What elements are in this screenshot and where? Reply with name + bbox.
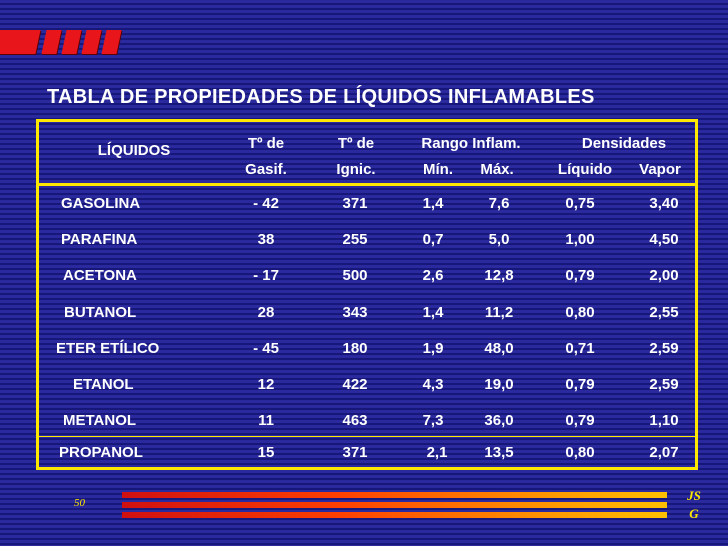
row-name: METANOL	[63, 412, 137, 429]
header-min: Mín.	[423, 161, 453, 178]
row-ignic-cell: 343	[342, 304, 368, 321]
row-liquido-cell: 1,00	[565, 231, 595, 248]
row-divider	[39, 436, 695, 437]
initials-line2: G	[689, 506, 699, 521]
row-vapor-cell: 1,10	[649, 412, 679, 429]
footer-bar-bottom	[122, 512, 667, 518]
row-ignic-cell: 463	[342, 412, 368, 429]
row-ignic-cell: 371	[342, 195, 368, 212]
row-gasif-cell: 11	[258, 412, 274, 429]
row-liquido-cell: 0,79	[565, 412, 595, 429]
page-number: 50	[74, 497, 85, 509]
row-max-cell: 11,2	[484, 304, 514, 321]
row-name: ETER ETÍLICO	[56, 340, 160, 357]
row-name: ETANOL	[73, 376, 134, 393]
row-name: GASOLINA	[61, 195, 141, 212]
header-ignic-line2: Ignic.	[336, 161, 376, 178]
row-gasif-cell: - 45	[253, 340, 279, 357]
row-ignic-cell: 500	[342, 267, 368, 284]
row-vapor-cell: 3,40	[649, 195, 679, 212]
header-divider	[39, 183, 695, 186]
header-vapor: Vapor	[639, 161, 681, 178]
footer-bar-middle	[122, 502, 667, 508]
row-vapor-cell: 2,07	[649, 444, 679, 461]
row-max-cell: 12,8	[484, 267, 514, 284]
row-gasif-cell: - 42	[253, 195, 279, 212]
row-liquido-cell: 0,79	[565, 376, 595, 393]
row-gasif-cell: 38	[257, 231, 275, 248]
row-gasif-cell: 28	[257, 304, 275, 321]
row-max-cell: 19,0	[484, 376, 514, 393]
header-max: Máx.	[480, 161, 514, 178]
row-ignic-cell: 255	[342, 231, 368, 248]
row-min-cell: 7,3	[422, 412, 444, 429]
row-liquido-cell: 0,75	[565, 195, 595, 212]
row-max-cell: 7,6	[488, 195, 510, 212]
row-min-cell: 2,6	[422, 267, 444, 284]
row-max-cell: 48,0	[484, 340, 514, 357]
initials-line1: JS	[687, 488, 701, 503]
logo-stripes	[0, 30, 122, 54]
row-min-cell: 1,4	[422, 304, 444, 321]
row-liquido-cell: 0,71	[565, 340, 595, 357]
header-densidades: Densidades	[581, 135, 667, 152]
row-liquido-cell: 0,80	[565, 444, 595, 461]
row-name: ACETONA	[63, 267, 137, 284]
row-min-cell: 1,9	[422, 340, 444, 357]
row-name: PARAFINA	[61, 231, 138, 248]
row-min-cell: 1,4	[422, 195, 444, 212]
header-liquido: Líquido	[557, 161, 613, 178]
row-max-cell: 13,5	[484, 444, 514, 461]
page-title: TABLA DE PROPIEDADES DE LÍQUIDOS INFLAMA…	[47, 86, 595, 108]
row-vapor-cell: 2,59	[649, 340, 679, 357]
row-liquido-cell: 0,79	[565, 267, 595, 284]
row-min-cell: 4,3	[422, 376, 444, 393]
row-gasif-cell: 12	[257, 376, 275, 393]
row-name: PROPANOL	[59, 444, 143, 461]
row-vapor-cell: 4,50	[649, 231, 679, 248]
row-min-cell: 0,7	[422, 231, 444, 248]
row-ignic-cell: 371	[342, 444, 368, 461]
row-vapor-cell: 2,00	[649, 267, 679, 284]
row-liquido-cell: 0,80	[565, 304, 595, 321]
row-vapor-cell: 2,55	[649, 304, 679, 321]
row-min-cell: 2,1	[426, 444, 448, 461]
row-name: BUTANOL	[64, 304, 137, 321]
row-gasif-cell: - 17	[253, 267, 279, 284]
header-rango: Rango Inflam.	[421, 135, 521, 152]
row-max-cell: 36,0	[484, 412, 514, 429]
row-ignic-cell: 422	[342, 376, 368, 393]
author-initials: JS G	[684, 487, 704, 523]
row-gasif-cell: 15	[257, 444, 275, 461]
row-vapor-cell: 2,59	[649, 376, 679, 393]
header-ignic-line1: Tº de	[337, 135, 375, 152]
properties-table: LÍQUIDOS Tº de Gasif. Tº de Ignic. Rango…	[36, 119, 698, 470]
footer-bar-top	[122, 492, 667, 498]
row-ignic-cell: 180	[342, 340, 368, 357]
header-gasif-line2: Gasif.	[245, 161, 287, 178]
header-liquidos: LÍQUIDOS	[97, 142, 171, 159]
row-max-cell: 5,0	[488, 231, 510, 248]
header-gasif-line1: Tº de	[247, 135, 285, 152]
